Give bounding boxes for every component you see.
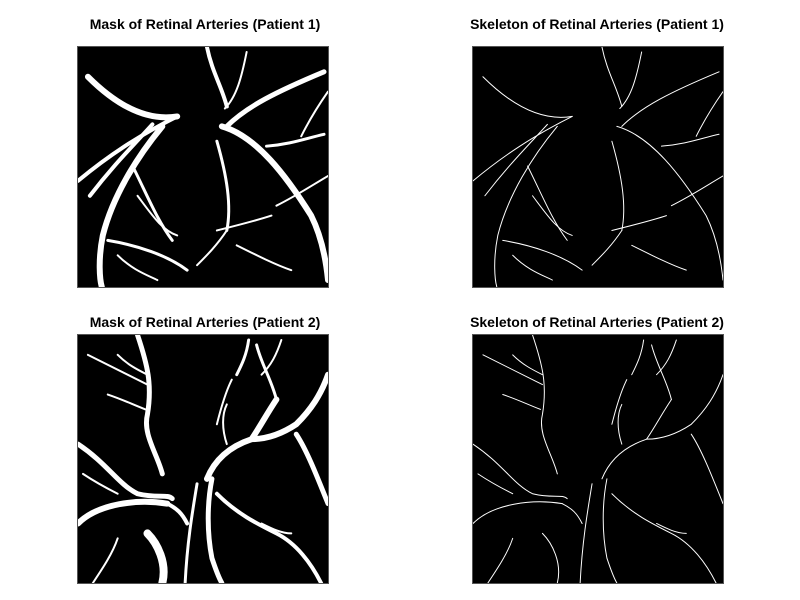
panel-skeleton-patient-1: Skeleton of Retinal Arteries (Patient 1) — [462, 14, 732, 294]
mask-image-patient-2 — [77, 334, 329, 584]
panel-title: Mask of Retinal Arteries (Patient 1) — [89, 16, 321, 32]
vessel-mask-drawing — [78, 47, 328, 287]
skeleton-image-patient-1 — [472, 46, 724, 288]
vessel-mask-drawing — [78, 335, 328, 583]
vessel-skeleton-drawing — [473, 47, 723, 287]
mask-image-patient-1 — [77, 46, 329, 288]
panel-title: Mask of Retinal Arteries (Patient 2) — [89, 314, 321, 330]
vessel-skeleton-drawing — [473, 335, 723, 583]
panel-mask-patient-1: Mask of Retinal Arteries (Patient 1) — [70, 14, 340, 294]
skeleton-image-patient-2 — [472, 334, 724, 584]
panel-title: Skeleton of Retinal Arteries (Patient 2) — [470, 314, 724, 330]
panel-skeleton-patient-2: Skeleton of Retinal Arteries (Patient 2) — [462, 312, 732, 592]
panel-mask-patient-2: Mask of Retinal Arteries (Patient 2) — [70, 312, 340, 592]
panel-title: Skeleton of Retinal Arteries (Patient 1) — [470, 16, 724, 32]
